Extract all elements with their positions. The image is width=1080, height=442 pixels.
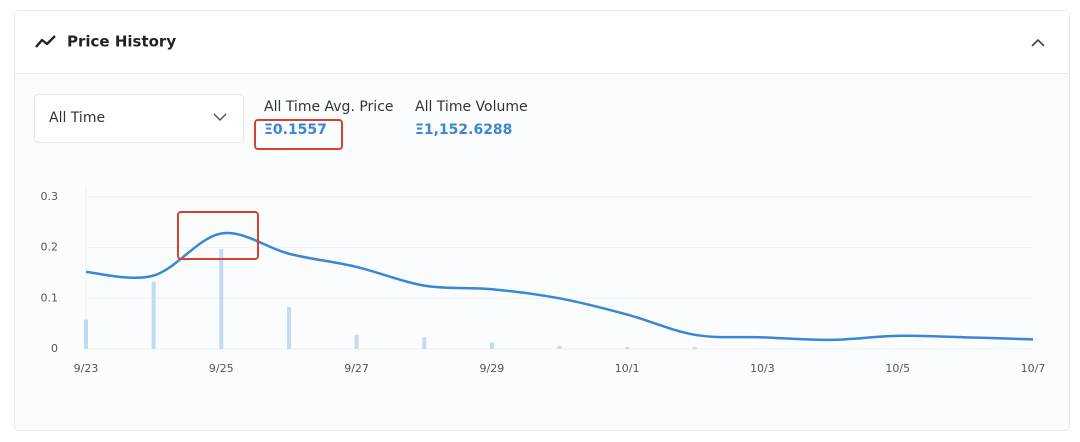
y-tick-label: 0.3 xyxy=(41,190,59,203)
dropdown-chevron xyxy=(213,113,227,122)
x-tick-label: 10/1 xyxy=(615,362,640,375)
y-tick-label: 0.2 xyxy=(41,241,59,254)
collapse-button[interactable] xyxy=(1031,38,1045,47)
volume-bar xyxy=(692,346,697,349)
volume-bar xyxy=(151,281,156,349)
y-tick-label: 0.1 xyxy=(41,291,59,304)
volume-bar xyxy=(286,306,291,349)
volume-bar xyxy=(84,319,88,349)
stat-label: All Time Avg. Price xyxy=(264,99,394,115)
panel-title: Price History xyxy=(67,33,176,51)
volume-bar xyxy=(557,345,562,349)
stat-value: Ξ1,152.6288 xyxy=(415,122,512,138)
stat-label: All Time Volume xyxy=(415,99,528,115)
price-line xyxy=(85,231,1034,342)
dropdown-box[interactable] xyxy=(34,94,244,143)
card xyxy=(14,10,1070,431)
x-tick-label: 10/7 xyxy=(1021,362,1046,375)
x-tick-label: 10/5 xyxy=(885,362,910,375)
volume-bar xyxy=(625,346,630,349)
volume-bar xyxy=(354,334,359,349)
card-header xyxy=(15,11,1069,73)
volume-bar xyxy=(219,249,224,349)
x-tick-label: 10/3 xyxy=(750,362,775,375)
x-tick-label: 9/23 xyxy=(74,362,99,375)
stat-value: Ξ0.1557 xyxy=(264,122,327,138)
highlight-box xyxy=(254,119,343,150)
x-tick-label: 9/27 xyxy=(344,362,369,375)
volume-bar xyxy=(422,337,427,349)
period-dropdown[interactable]: All Time xyxy=(34,94,244,143)
y-tick-label: 0 xyxy=(51,342,58,355)
highlight-box xyxy=(177,211,259,260)
volume-bar xyxy=(489,342,494,349)
chart: 0 0.1 0.2 0.3 9/23 9/25 9/27 9/29 10/1 10/3 10/5 10… xyxy=(41,190,1046,375)
x-tick-label: 9/25 xyxy=(209,362,234,375)
dropdown-value: All Time xyxy=(49,110,105,126)
x-tick-label: 9/29 xyxy=(480,362,505,375)
chart-icon xyxy=(35,35,56,48)
